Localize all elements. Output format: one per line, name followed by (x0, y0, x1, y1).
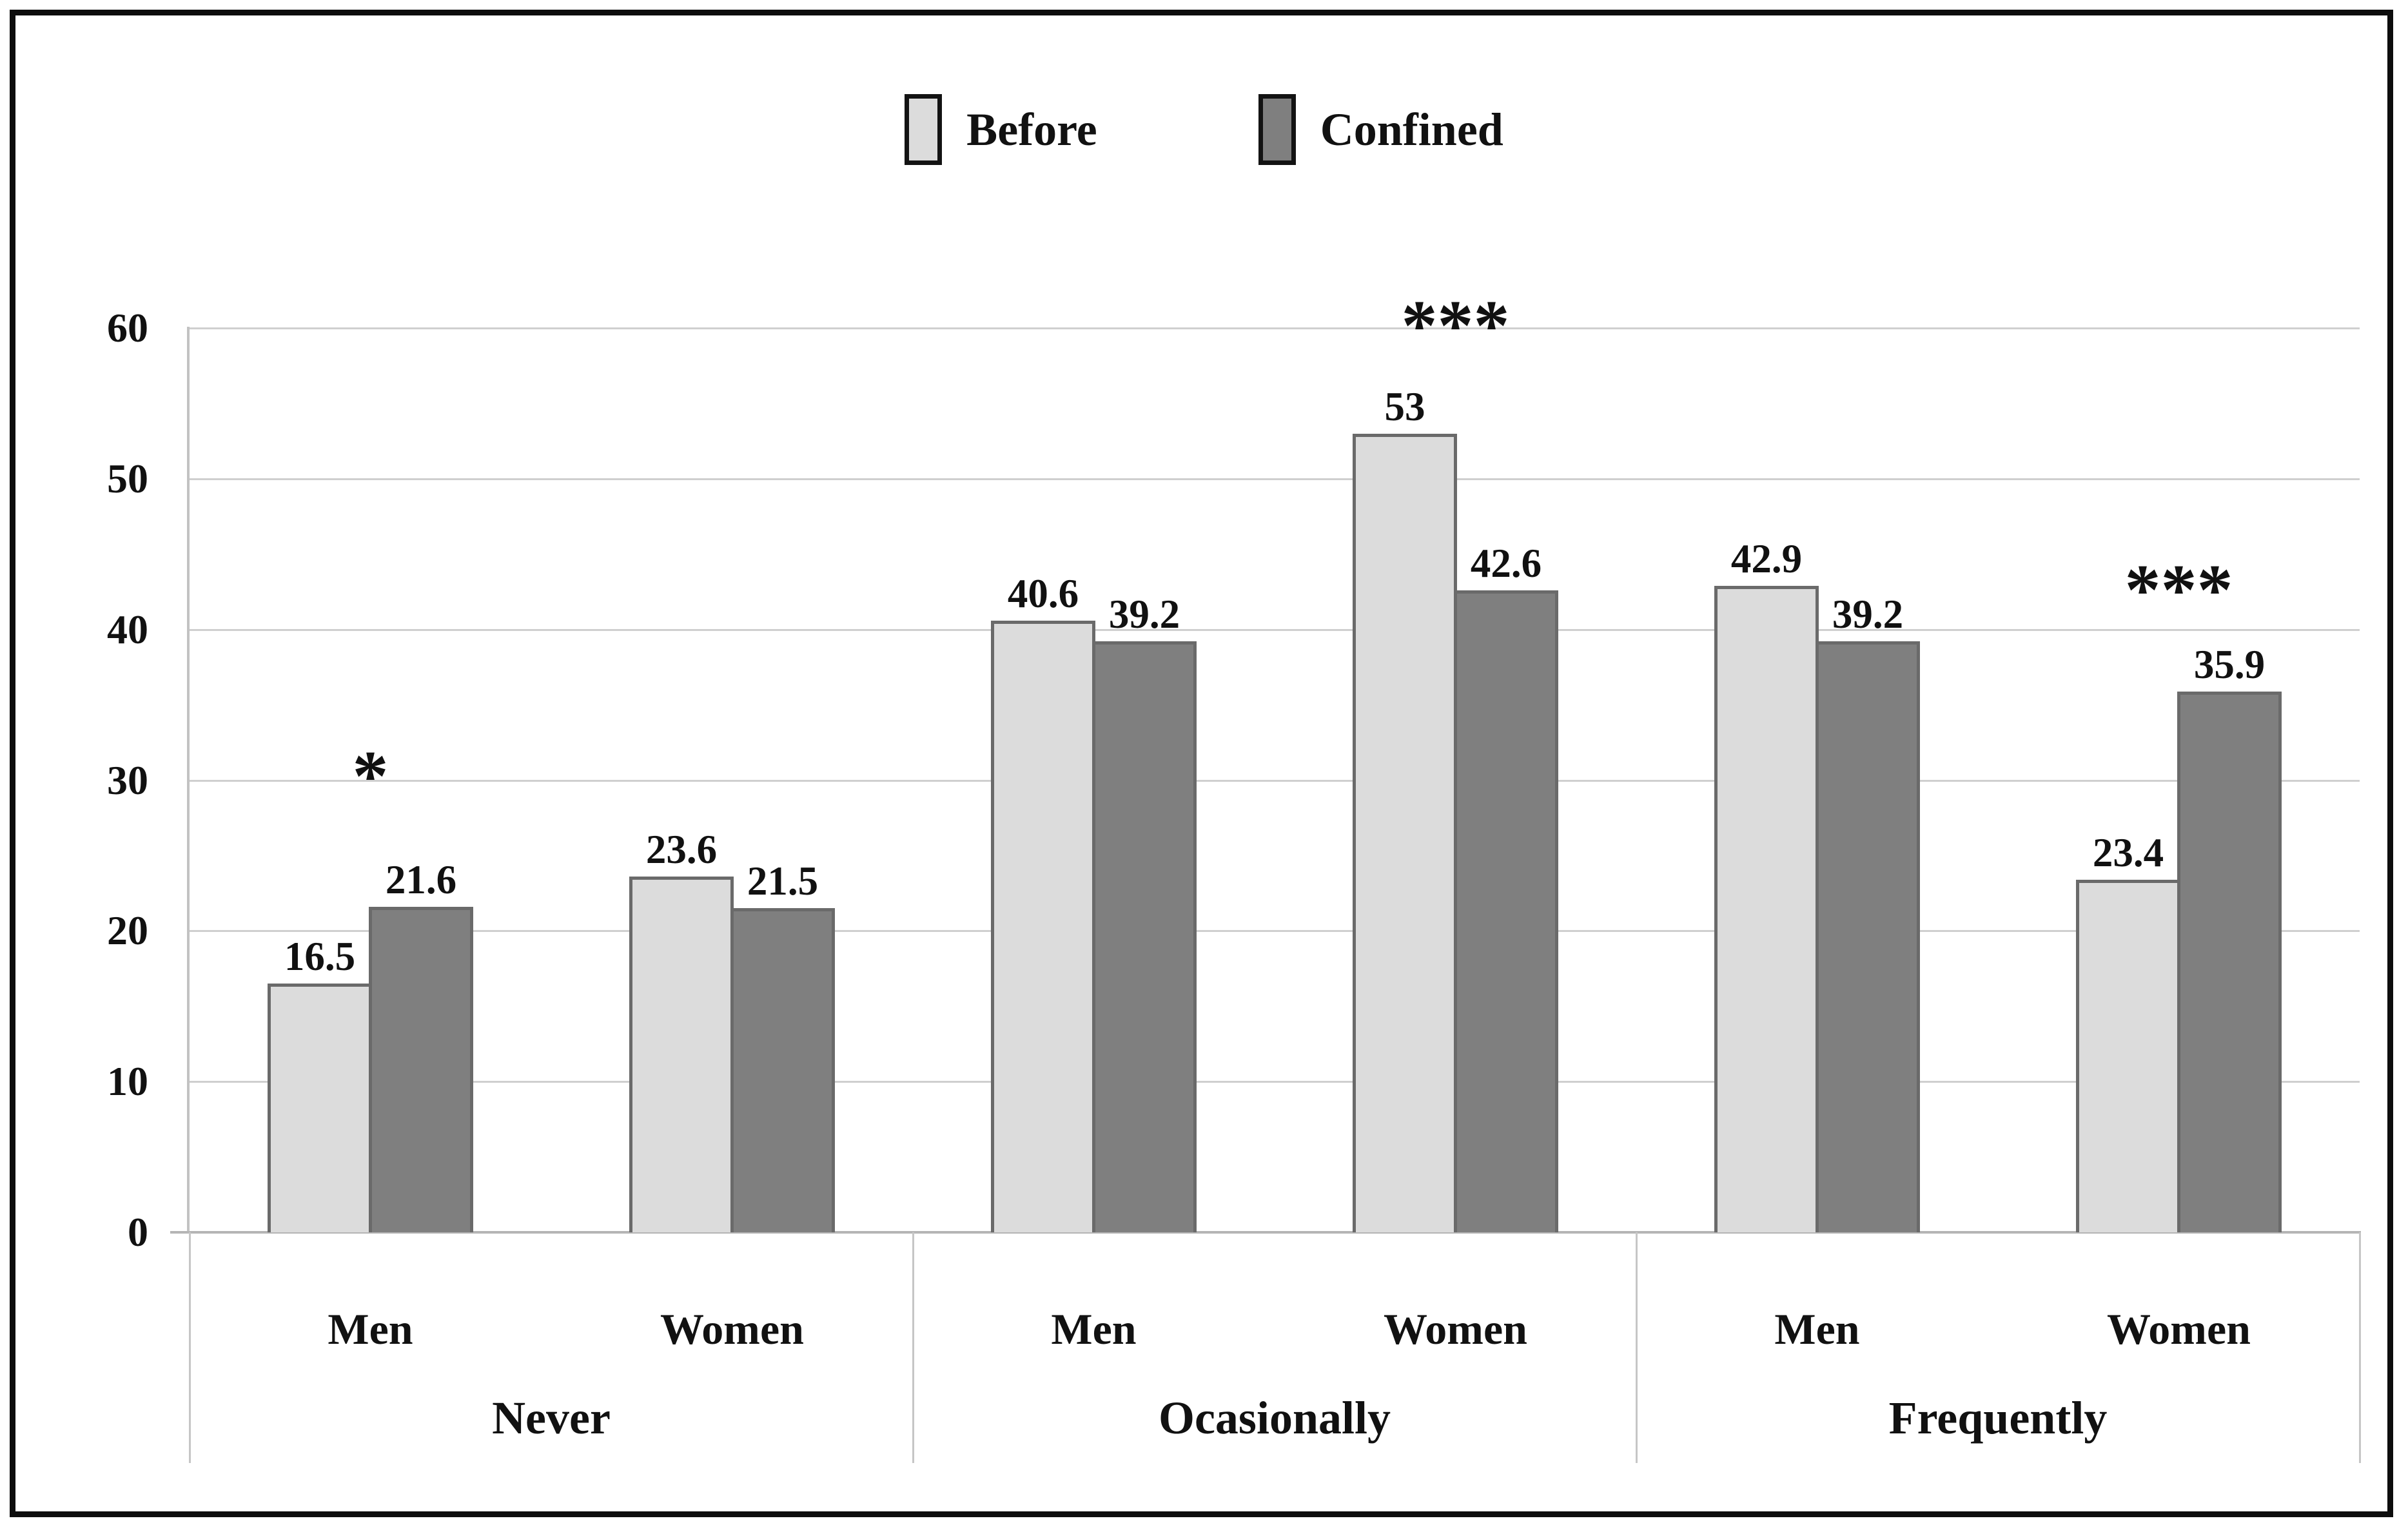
bar-pair: 40.6 39.2 (913, 328, 1275, 1232)
bar-pair: 23.4 35.9 (1998, 328, 2360, 1232)
bar-value-label: 39.2 (1108, 592, 1180, 637)
group-separator (912, 1232, 914, 1463)
legend-item-confined: Confined (1258, 94, 1503, 165)
bar-before: 40.6 (991, 572, 1095, 1232)
bar-value-label: 16.5 (284, 934, 356, 980)
legend-swatch-confined-icon (1258, 94, 1296, 165)
x-label-men: Men (328, 1304, 413, 1353)
group-separator (2359, 1232, 2361, 1463)
legend-label-before: Before (966, 104, 1097, 155)
bar-group-never: 16.5 21.6 * 23.6 21.5 (190, 328, 913, 1232)
bar-pair: 16.5 21.6 (190, 328, 551, 1232)
subgroup-ocasionally-women: 53 42.6 *** (1275, 290, 1636, 1232)
bar-value-label: 42.9 (1730, 536, 1803, 581)
bar-value-label: 23.6 (645, 827, 718, 873)
x-label-women: Women (660, 1304, 804, 1353)
bar-group-ocasionally: 40.6 39.2 53 42.6 *** (913, 290, 1636, 1232)
significance-marker: * (352, 737, 389, 817)
y-axis-label-30: 30 (107, 757, 148, 803)
y-axis-line (187, 327, 190, 1234)
bar-value-label: 53 (1384, 383, 1425, 429)
gridline-20 (190, 930, 2360, 932)
bar-value-label: 21.6 (385, 857, 457, 902)
bar-value-label: 42.6 (1470, 540, 1542, 586)
bar-before: 42.9 (1714, 538, 1819, 1232)
y-axis-label-40: 40 (107, 606, 148, 652)
subgroup-never-women: 23.6 21.5 (551, 328, 913, 1232)
x-label-women: Women (2107, 1304, 2251, 1353)
group-separator (1636, 1232, 1638, 1463)
gridline-50 (190, 478, 2360, 480)
bar-group-frequently: 42.9 39.2 23.4 35.9 *** (1636, 328, 2360, 1232)
bar-before: 53 (1353, 385, 1457, 1232)
significance-marker: *** (1401, 286, 1510, 366)
group-separator (189, 1232, 191, 1463)
bar-value-label: 21.5 (747, 858, 819, 904)
gridline-10 (190, 1081, 2360, 1083)
subgroup-frequently-men: 42.9 39.2 (1636, 328, 1998, 1232)
bar-pair: 53 42.6 (1275, 328, 1636, 1232)
y-axis-label-20: 20 (107, 907, 148, 953)
bar-value-label: 39.2 (1832, 592, 1904, 637)
figure-border-frame (10, 10, 2393, 1517)
bar-confined: 35.9 (2177, 643, 2282, 1232)
plot-area: 16.5 21.6 * 23.6 21.5 40.6 39.2 53 42.6 *** 42.9 39… (170, 290, 2361, 1234)
subgroup-ocasionally-men: 40.6 39.2 (913, 328, 1275, 1232)
y-axis-label-0: 0 (128, 1209, 148, 1255)
legend-item-before: Before (905, 94, 1097, 165)
bar-value-label: 40.6 (1007, 570, 1079, 616)
bar-pair: 23.6 21.5 (551, 328, 913, 1232)
bar-confined: 42.6 (1454, 542, 1558, 1232)
gridline-30 (190, 780, 2360, 782)
category-label-frequently: Frequently (1888, 1391, 2108, 1444)
bar-confined: 39.2 (1816, 593, 1920, 1232)
bar-pair: 42.9 39.2 (1636, 328, 1998, 1232)
bar-value-label: 35.9 (2193, 641, 2266, 687)
y-axis-label-50: 50 (107, 456, 148, 501)
gridline-60 (190, 327, 2360, 329)
chart-legend: Before Confined (0, 94, 2408, 165)
legend-swatch-before-icon (905, 94, 943, 165)
y-axis-label-10: 10 (107, 1058, 148, 1104)
bar-value-label: 23.4 (2092, 829, 2164, 875)
x-label-women: Women (1384, 1304, 1527, 1353)
x-axis-baseline (170, 1231, 2361, 1234)
subgroup-frequently-women: 23.4 35.9 *** (1998, 328, 2360, 1232)
x-label-men: Men (1051, 1304, 1137, 1353)
y-axis-label-60: 60 (107, 305, 148, 351)
x-label-men: Men (1774, 1304, 1860, 1353)
significance-marker: *** (2124, 550, 2233, 630)
bar-confined: 21.5 (730, 860, 835, 1232)
bar-before: 23.4 (2076, 831, 2180, 1232)
bar-before: 23.6 (629, 828, 734, 1232)
legend-label-confined: Confined (1320, 104, 1503, 155)
category-label-ocasionally: Ocasionally (1158, 1391, 1391, 1444)
bar-before: 16.5 (268, 935, 372, 1232)
category-label-never: Never (492, 1391, 611, 1444)
subgroup-never-men: 16.5 21.6 * (190, 328, 551, 1232)
bar-confined: 21.6 (369, 858, 473, 1232)
bar-confined: 39.2 (1092, 593, 1197, 1232)
gridline-40 (190, 629, 2360, 631)
